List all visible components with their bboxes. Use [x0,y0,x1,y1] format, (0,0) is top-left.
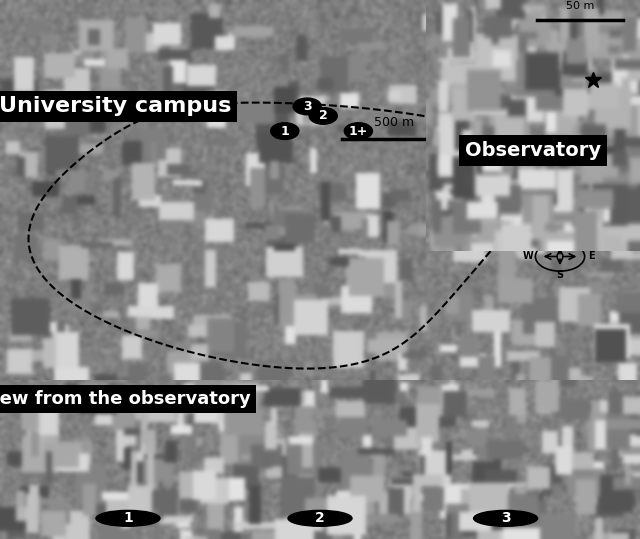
Circle shape [288,510,352,526]
Circle shape [96,510,160,526]
Text: 50 m: 50 m [566,1,594,11]
Text: 3: 3 [500,512,511,526]
Circle shape [474,510,538,526]
Text: S: S [556,270,564,280]
Text: 1: 1 [280,125,289,137]
Text: 3: 3 [303,100,312,113]
Text: Observatory: Observatory [465,141,601,160]
Text: View from the observatory: View from the observatory [0,390,251,408]
Circle shape [271,123,299,140]
Text: 2: 2 [315,512,325,526]
Circle shape [344,123,372,140]
Text: 500 m: 500 m [374,116,413,129]
Text: N: N [556,233,564,243]
Text: University campus: University campus [0,96,232,116]
Text: 1+: 1+ [349,125,368,137]
Text: E: E [588,252,595,261]
Circle shape [309,108,337,125]
Text: 1: 1 [123,512,133,526]
Circle shape [293,98,321,115]
Text: W: W [523,252,534,261]
Text: 2: 2 [319,109,328,122]
